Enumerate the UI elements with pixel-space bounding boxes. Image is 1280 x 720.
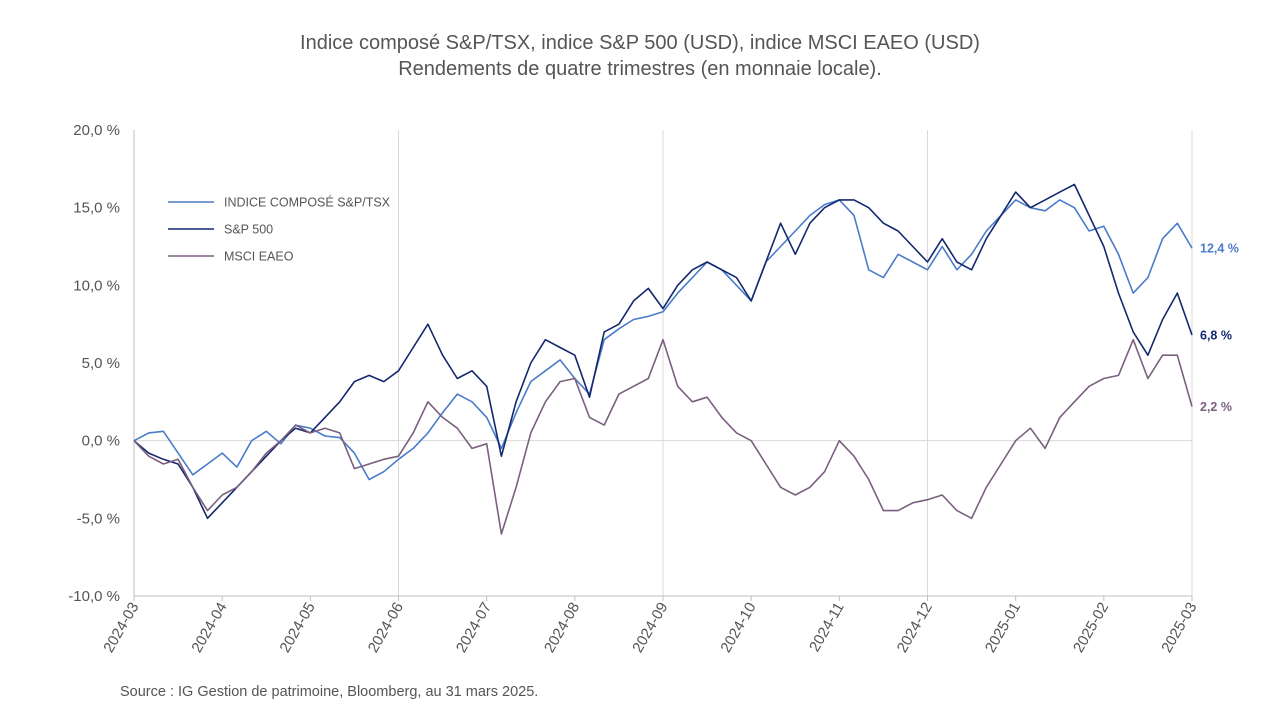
x-tick-label: 2024-05 — [277, 600, 319, 656]
x-tick-label: 2024-03 — [100, 600, 142, 656]
x-tick-label: 2024-11 — [806, 600, 848, 655]
x-tick-label: 2024-12 — [894, 600, 936, 656]
end-value-label: 2,2 % — [1200, 400, 1232, 414]
series-line-msci-eaeo — [133, 338, 1193, 535]
x-tick-label: 2025-01 — [982, 600, 1024, 656]
y-tick-label: -5,0 % — [77, 510, 120, 527]
chart-title: Indice composé S&P/TSX, indice S&P 500 (… — [300, 32, 980, 54]
legend: INDICE COMPOSÉ S&P/TSX S&P 500 MSCI EAEO — [168, 195, 391, 264]
x-tick-label: 2024-07 — [453, 600, 495, 656]
legend-label: INDICE COMPOSÉ S&P/TSX — [224, 195, 391, 210]
chart-subtitle: Rendements de quatre trimestres (en monn… — [398, 58, 882, 80]
legend-label: S&P 500 — [224, 223, 273, 237]
x-tick-label: 2024-09 — [629, 600, 671, 656]
source-note: Source : IG Gestion de patrimoine, Bloom… — [120, 684, 539, 700]
end-value-label: 12,4 % — [1200, 242, 1239, 256]
y-tick-label: 10,0 % — [73, 277, 120, 294]
y-tick-label: 20,0 % — [73, 122, 120, 139]
y-tick-label: -10,0 % — [68, 588, 120, 605]
y-tick-label: 15,0 % — [73, 200, 120, 217]
x-tick-label: 2024-08 — [541, 600, 583, 656]
series-line-indice-compos-s-p-tsx — [133, 199, 1193, 481]
end-value-label: 6,8 % — [1200, 329, 1232, 343]
x-tick-label: 2025-02 — [1070, 600, 1112, 656]
end-labels: 12,4 % 6,8 % 2,2 % — [1200, 242, 1239, 414]
x-tick-label: 2024-04 — [188, 600, 230, 656]
y-tick-label: 5,0 % — [82, 355, 120, 372]
x-tick-label: 2024-06 — [365, 600, 407, 656]
x-tick-label: 2025-03 — [1158, 600, 1200, 656]
legend-label: MSCI EAEO — [224, 250, 294, 264]
series-layer — [133, 183, 1193, 535]
x-tick-label: 2024-10 — [717, 600, 759, 656]
y-tick-label: 0,0 % — [82, 433, 120, 450]
